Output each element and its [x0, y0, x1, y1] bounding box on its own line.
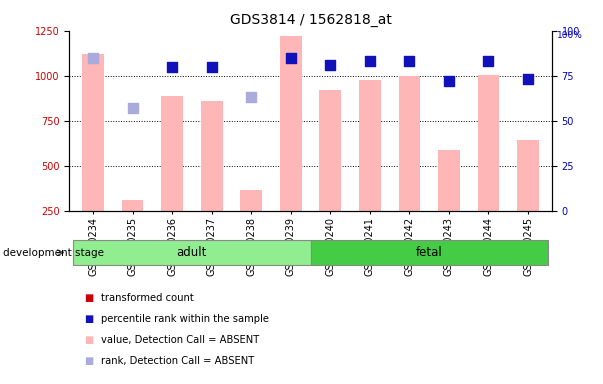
Point: [286, 55, 295, 61]
Text: development stage: development stage: [3, 248, 104, 258]
Bar: [320, 90, 341, 211]
FancyBboxPatch shape: [311, 240, 548, 265]
Bar: [161, 96, 183, 211]
Bar: [517, 140, 539, 211]
FancyBboxPatch shape: [74, 240, 311, 265]
Text: percentile rank within the sample: percentile rank within the sample: [101, 314, 270, 324]
Bar: [82, 54, 104, 211]
Point: [88, 55, 98, 61]
Bar: [280, 36, 302, 211]
Bar: [359, 80, 380, 211]
Point: [365, 58, 374, 65]
Point: [207, 64, 216, 70]
Text: ■: ■: [84, 314, 93, 324]
Text: transformed count: transformed count: [101, 293, 194, 303]
Bar: [241, 190, 262, 211]
Text: ■: ■: [84, 356, 93, 366]
Title: GDS3814 / 1562818_at: GDS3814 / 1562818_at: [230, 13, 391, 27]
Bar: [201, 101, 223, 211]
Text: ■: ■: [84, 335, 93, 345]
Point: [523, 76, 533, 83]
Text: fetal: fetal: [416, 246, 443, 259]
Bar: [438, 150, 460, 211]
Point: [247, 94, 256, 101]
Text: 100%: 100%: [557, 31, 582, 40]
Bar: [478, 75, 499, 211]
Point: [167, 64, 177, 70]
Text: value, Detection Call = ABSENT: value, Detection Call = ABSENT: [101, 335, 259, 345]
Text: ■: ■: [84, 293, 93, 303]
Point: [128, 105, 137, 111]
Bar: [399, 76, 420, 211]
Point: [484, 58, 493, 65]
Bar: [122, 200, 144, 211]
Point: [405, 58, 414, 65]
Point: [444, 78, 454, 84]
Text: adult: adult: [177, 246, 207, 259]
Point: [326, 62, 335, 68]
Text: rank, Detection Call = ABSENT: rank, Detection Call = ABSENT: [101, 356, 254, 366]
